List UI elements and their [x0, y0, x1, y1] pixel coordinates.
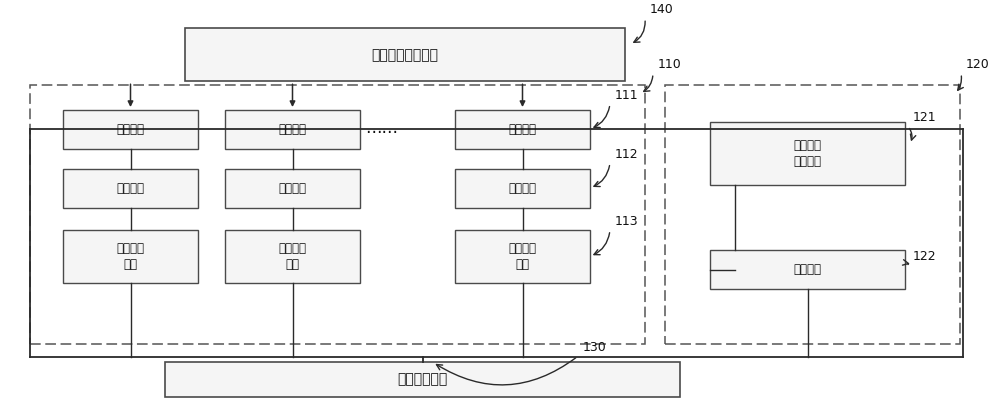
Bar	[63, 110, 198, 149]
Text: 均压模块: 均压模块	[509, 182, 536, 195]
Bar	[665, 85, 960, 344]
Text: 122: 122	[913, 249, 937, 263]
Bar	[455, 230, 590, 283]
Bar	[455, 169, 590, 208]
Text: 121: 121	[913, 111, 937, 124]
Bar	[185, 28, 625, 81]
Bar	[165, 362, 680, 397]
Text: 均压模块: 均压模块	[116, 182, 144, 195]
Text: 吸能限压
模块: 吸能限压 模块	[116, 242, 144, 271]
Text: 140: 140	[650, 3, 674, 16]
Text: 机械开关: 机械开关	[116, 123, 144, 136]
Text: 110: 110	[658, 58, 682, 71]
Text: 机械开关供能单元: 机械开关供能单元	[372, 48, 438, 62]
Text: 113: 113	[615, 215, 639, 228]
Bar	[225, 110, 360, 149]
Text: 限压模块: 限压模块	[794, 263, 822, 276]
Text: 电容缓冲单元: 电容缓冲单元	[397, 372, 448, 387]
Text: 均压模块: 均压模块	[278, 182, 306, 195]
Bar	[63, 169, 198, 208]
Bar	[225, 169, 360, 208]
Text: 机械开关: 机械开关	[509, 123, 536, 136]
Bar	[63, 230, 198, 283]
Bar	[30, 85, 645, 344]
Text: ……: ……	[366, 119, 398, 137]
Bar	[455, 110, 590, 149]
Text: 112: 112	[615, 148, 639, 161]
Text: 吸能限压
模块: 吸能限压 模块	[278, 242, 306, 271]
Text: 120: 120	[966, 58, 990, 71]
Text: 电力电子
开关模块: 电力电子 开关模块	[794, 139, 822, 168]
Bar	[225, 230, 360, 283]
Bar	[710, 122, 905, 185]
Bar	[710, 250, 905, 289]
Text: 吸能限压
模块: 吸能限压 模块	[509, 242, 536, 271]
Text: 130: 130	[583, 341, 607, 354]
Text: 111: 111	[615, 89, 639, 102]
Text: 机械开关: 机械开关	[278, 123, 306, 136]
